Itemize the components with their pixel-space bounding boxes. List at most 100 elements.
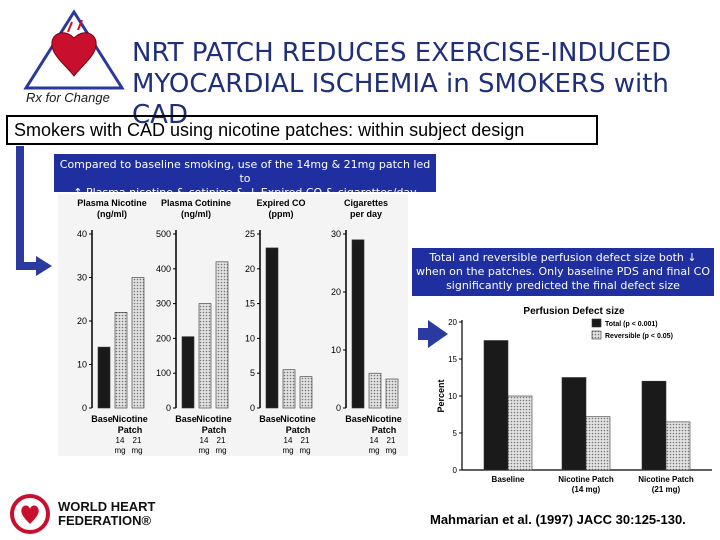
panel-title: Plasma Nicotine (ng/ml) xyxy=(77,198,147,219)
y-tick-label: 5 xyxy=(250,368,255,378)
y-tick-label: 30 xyxy=(77,273,87,283)
x-label-baseline: Baseline xyxy=(492,475,525,484)
perfusion-title: Perfusion Defect size xyxy=(523,306,625,317)
bar-total-3 xyxy=(641,380,667,471)
panel-title: Cigarettes per day xyxy=(344,198,388,219)
x-label-nicotine: Nicotine xyxy=(280,414,316,424)
chart-panel-1: Plasma Nicotine (ng/ml) 0 10 20 30 40 Base Nicot… xyxy=(77,198,148,455)
perfusion-defect-chart: Perfusion Defect size Percent 0 5 10 15 20 Tota… xyxy=(436,306,712,494)
bar-reversible-1 xyxy=(507,395,533,471)
y-tick-label: 300 xyxy=(156,299,171,309)
horizontal-connector xyxy=(16,262,36,270)
x-label-patch: Patch xyxy=(372,425,397,435)
perfusion-findings-box: Total and reversible perfusion defect si… xyxy=(412,248,714,296)
x-label-patch-21: Nicotine Patch xyxy=(638,475,694,484)
x-label-21mg: (21 mg) xyxy=(652,485,681,494)
y-tick-label: 0 xyxy=(250,403,255,413)
y-tick-label: 20 xyxy=(245,264,255,274)
bar-base xyxy=(265,247,279,409)
y-tick-label: 0 xyxy=(166,403,171,413)
y-tick-label: 0 xyxy=(82,403,87,413)
y-axis-label: Percent xyxy=(436,379,446,412)
legend-label: Total (p < 0.001) xyxy=(605,321,658,328)
x-label-base: Base xyxy=(259,414,281,424)
bar-patch-21mg xyxy=(131,277,145,409)
y-tick-label: 5 xyxy=(453,429,458,438)
y-tick-label: 20 xyxy=(448,318,457,327)
bar-total-2 xyxy=(561,377,587,471)
x-label-mg-14: mg xyxy=(282,446,293,455)
x-label-nicotine: Nicotine xyxy=(366,414,402,424)
x-label-mg-14: mg xyxy=(198,446,209,455)
x-label-mg-21: mg xyxy=(385,446,396,455)
y-tick-label: 500 xyxy=(156,229,171,239)
title-line-2: MYOCARDIAL ISCHEMIA in SMOKERS with CAD xyxy=(132,69,669,130)
citation: Mahmarian et al. (1997) JACC 30:125-130. xyxy=(430,512,686,527)
x-label-14: 14 xyxy=(284,436,293,445)
legend-swatch xyxy=(591,318,602,328)
chart-panel-2: Plasma Cotinine (ng/ml) 0 100 200 300 400 500 Ba… xyxy=(156,198,232,455)
title-line-1: NRT PATCH REDUCES EXERCISE-INDUCED xyxy=(132,38,672,68)
y-tick-label: 400 xyxy=(156,264,171,274)
bar-patch-21mg xyxy=(385,378,399,409)
x-label-mg-21: mg xyxy=(215,446,226,455)
x-label-14: 14 xyxy=(200,436,209,445)
y-tick-label: 10 xyxy=(245,333,255,343)
x-label-14: 14 xyxy=(370,436,379,445)
x-label-21: 21 xyxy=(301,436,310,445)
bar-patch-21mg xyxy=(299,376,313,409)
world-heart-federation-logo xyxy=(10,494,50,534)
arrow-to-chart-icon xyxy=(36,256,52,276)
bar-reversible-2 xyxy=(585,416,611,471)
findings-line-1: Compared to baseline smoking, use of the… xyxy=(59,158,431,185)
y-tick-label: 25 xyxy=(245,229,255,239)
y-tick-label: 15 xyxy=(448,355,457,364)
arrow-stem xyxy=(418,328,428,340)
bar-base xyxy=(351,239,365,409)
y-tick-label: 15 xyxy=(245,299,255,309)
whf-line-1: WORLD HEART xyxy=(58,499,156,514)
bar-patch-14mg xyxy=(198,303,212,409)
whf-line-2: FEDERATION® xyxy=(58,513,152,528)
logo-text: Rx for Change xyxy=(26,90,110,105)
vertical-connector xyxy=(16,146,24,268)
arrow-to-perfusion-icon xyxy=(428,320,448,348)
x-label-patch: Patch xyxy=(286,425,311,435)
chart-panel-3: Expired CO (ppm) 0 5 10 15 20 25 Base NicotinePat… xyxy=(245,198,316,455)
bar-reversible-3 xyxy=(665,421,691,471)
bar-patch-21mg xyxy=(215,261,229,409)
bar-patch-14mg xyxy=(368,372,382,409)
x-label-base: Base xyxy=(175,414,197,424)
bar-base xyxy=(97,346,111,409)
subtitle-box: Smokers with CAD using nicotine patches:… xyxy=(6,115,598,145)
bar-patch-14mg xyxy=(282,369,296,409)
x-label-14: 14 xyxy=(116,436,125,445)
x-label-mg-14: mg xyxy=(368,446,379,455)
bar-patch-14mg xyxy=(114,312,128,409)
whf-name: WORLD HEART FEDERATION® xyxy=(58,500,156,528)
x-label-21: 21 xyxy=(387,436,396,445)
y-tick-label: 0 xyxy=(453,466,458,475)
perfusion-line-3: significantly predicted the final defect… xyxy=(446,279,680,292)
panel-title: Expired CO (ppm) xyxy=(256,198,305,219)
panel-title: Plasma Cotinine (ng/ml) xyxy=(161,198,231,219)
y-tick-label: 30 xyxy=(331,229,341,239)
x-label-mg-21: mg xyxy=(299,446,310,455)
y-tick-label: 0 xyxy=(336,403,341,413)
x-label-14mg: (14 mg) xyxy=(572,485,601,494)
slide-title: NRT PATCH REDUCES EXERCISE-INDUCED MYOCA… xyxy=(132,38,712,131)
bar-total-1 xyxy=(483,340,509,471)
y-tick-label: 20 xyxy=(331,287,341,297)
x-label-mg-14: mg xyxy=(114,446,125,455)
x-label-nicotine: Nicotine xyxy=(112,414,148,424)
y-tick-label: 100 xyxy=(156,368,171,378)
x-label-21: 21 xyxy=(133,436,142,445)
x-label-base: Base xyxy=(345,414,367,424)
legend-swatch xyxy=(591,330,602,340)
bar-base xyxy=(181,336,195,409)
y-tick-label: 20 xyxy=(77,316,87,326)
perfusion-line-1: Total and reversible perfusion defect si… xyxy=(429,251,697,264)
perfusion-line-2: when on the patches. Only baseline PDS a… xyxy=(415,265,711,278)
